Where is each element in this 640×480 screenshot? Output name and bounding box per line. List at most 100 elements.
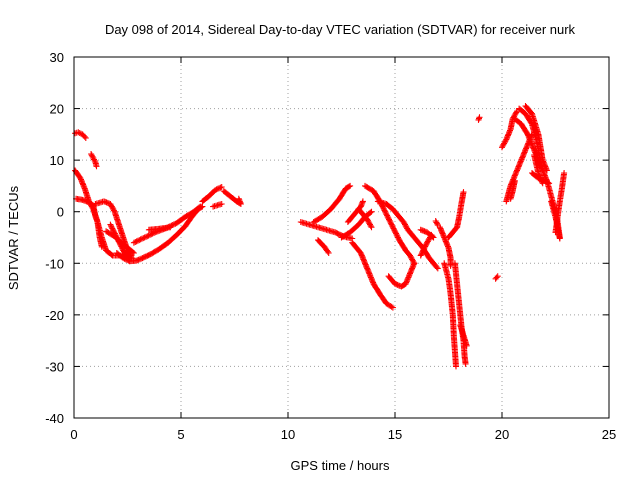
data-point-marker	[402, 221, 408, 228]
data-point-marker	[424, 239, 431, 246]
series-track-aq	[507, 177, 518, 202]
data-point-marker	[433, 219, 440, 226]
data-point-marker	[88, 151, 95, 157]
series-track-ad	[457, 322, 470, 349]
data-point-marker	[143, 233, 149, 240]
x-tick-label: 5	[177, 427, 184, 442]
data-point-marker	[561, 170, 568, 176]
data-point-marker	[388, 303, 395, 310]
series-track-an	[531, 152, 546, 187]
data-point-marker	[140, 235, 147, 242]
data-point-marker	[463, 342, 470, 349]
data-point-marker	[381, 207, 388, 214]
data-point-marker	[392, 229, 399, 236]
y-tick-label: 30	[50, 50, 64, 65]
data-point-marker	[394, 233, 401, 240]
data-point-marker	[137, 236, 144, 243]
data-point-marker	[108, 222, 114, 229]
data-point-marker	[91, 156, 97, 163]
data-point-marker	[419, 248, 426, 255]
data-point-marker	[104, 199, 111, 206]
chart-title: Day 098 of 2014, Sidereal Day-to-day VTE…	[105, 22, 576, 37]
data-point-marker	[217, 184, 224, 191]
data-point-marker	[109, 225, 116, 232]
data-point-marker	[93, 163, 100, 170]
series-track-ab	[445, 189, 467, 241]
data-point-marker	[430, 234, 437, 241]
data-point-marker	[511, 172, 518, 179]
data-point-marker	[411, 260, 418, 267]
y-axis-label: SDTVAR / TECUs	[6, 185, 21, 290]
data-point-marker	[409, 256, 416, 263]
data-point-marker	[386, 216, 392, 223]
data-point-marker	[419, 250, 425, 256]
data-point-marker	[145, 232, 152, 239]
data-point-marker	[358, 201, 365, 207]
data-point-marker	[407, 252, 413, 259]
data-point-marker	[537, 175, 544, 182]
x-tick-label: 10	[281, 427, 295, 442]
data-point-marker	[499, 143, 506, 149]
data-point-marker	[212, 187, 219, 194]
series-track-k	[199, 184, 225, 205]
data-point-marker	[422, 243, 429, 250]
series-track-l	[210, 201, 225, 210]
data-point-marker	[389, 304, 396, 311]
data-point-marker	[122, 256, 129, 263]
data-point-marker	[133, 238, 140, 245]
data-point-marker	[134, 237, 141, 244]
data-point-marker	[110, 207, 117, 214]
series-track-al	[522, 103, 550, 174]
data-point-marker	[359, 198, 366, 205]
data-point-marker	[364, 216, 371, 223]
series-track-w	[385, 260, 418, 290]
data-point-marker	[418, 251, 425, 258]
plot-frame	[73, 56, 610, 419]
data-point-marker	[80, 182, 87, 189]
y-tick-label: 0	[57, 205, 64, 220]
data-point-marker	[91, 157, 98, 164]
data-point-marker	[539, 180, 546, 187]
data-point-marker	[132, 239, 139, 245]
data-point-marker	[421, 244, 428, 251]
data-point-marker	[519, 154, 526, 161]
data-point-marker	[167, 224, 174, 231]
data-point-marker	[462, 360, 469, 367]
data-point-marker	[368, 224, 375, 231]
series-track-m	[220, 188, 244, 207]
series-track-t	[355, 206, 375, 231]
data-point-marker	[218, 184, 225, 190]
data-point-marker	[406, 271, 413, 278]
data-point-marker	[403, 279, 410, 286]
series-track-j	[145, 224, 174, 233]
series-track-b	[88, 151, 100, 170]
data-point-marker	[434, 265, 441, 272]
x-tick-label: 0	[70, 427, 77, 442]
data-point-marker	[460, 189, 467, 196]
data-point-marker	[389, 224, 396, 231]
series-track-ae	[432, 218, 441, 229]
data-point-marker	[525, 132, 532, 139]
data-point-marker	[524, 143, 531, 149]
data-point-marker	[214, 185, 221, 192]
data-point-marker	[434, 220, 441, 227]
data-point-marker	[366, 220, 373, 227]
data-point-marker	[362, 260, 368, 267]
data-point-marker	[108, 224, 115, 231]
data-point-marker	[401, 220, 408, 227]
data-point-marker	[369, 278, 376, 285]
data-point-marker	[502, 137, 509, 144]
data-point-marker	[346, 183, 352, 190]
data-point-marker	[493, 274, 500, 281]
data-point-marker	[197, 203, 204, 210]
data-point-marker	[526, 136, 533, 143]
data-point-marker	[539, 179, 546, 186]
data-point-marker	[393, 231, 400, 238]
data-point-marker	[90, 155, 97, 162]
data-point-marker	[390, 225, 397, 232]
data-point-marker	[424, 238, 431, 245]
data-point-marker	[408, 255, 415, 262]
series-track-g	[103, 228, 137, 256]
data-point-marker	[144, 233, 151, 240]
data-point-marker	[325, 250, 332, 256]
